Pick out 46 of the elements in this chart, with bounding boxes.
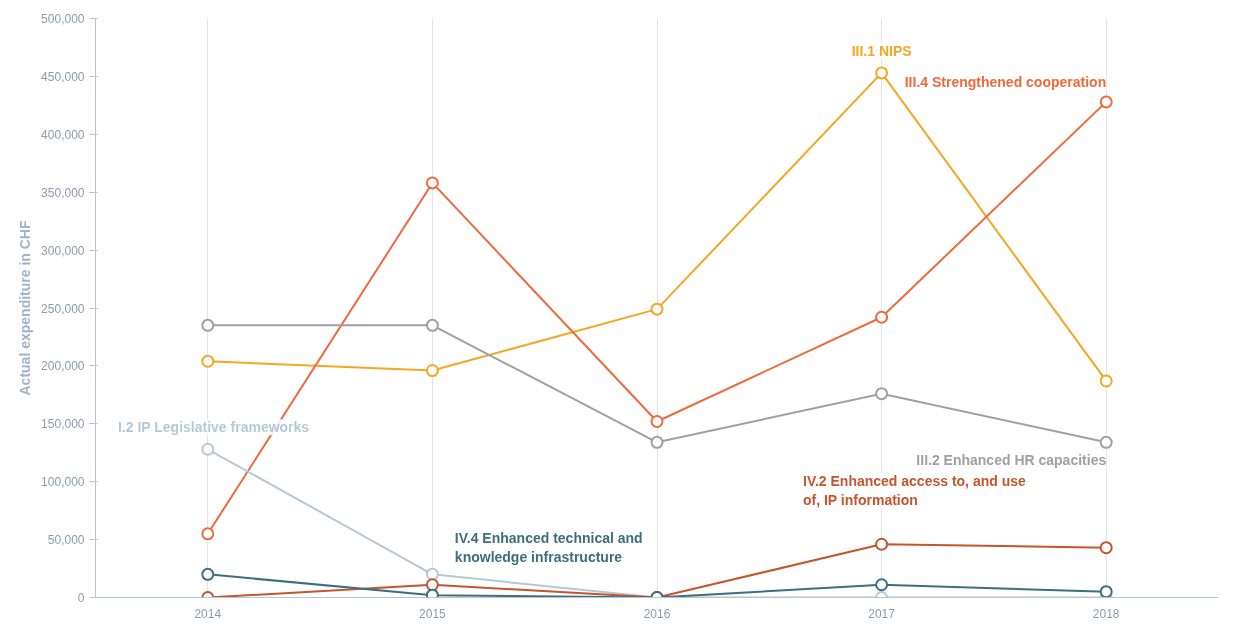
point <box>875 387 889 401</box>
x-tick-label: 2015 <box>419 606 447 621</box>
series-label: III.4 Strengthened cooperation <box>904 73 1107 90</box>
point <box>1099 95 1113 109</box>
point <box>875 66 889 80</box>
y-tick-label: 350,000 <box>41 185 85 200</box>
x-tick-label: 2018 <box>1092 606 1120 621</box>
point <box>425 176 439 190</box>
y-tick-label: 250,000 <box>41 301 85 316</box>
point <box>201 318 215 332</box>
point <box>650 414 664 428</box>
series-label: I.2 IP Legislative frameworks <box>117 419 310 436</box>
point <box>201 354 215 368</box>
point <box>425 318 439 332</box>
y-tick-label: 200,000 <box>41 359 85 374</box>
point <box>425 578 439 592</box>
x-tick-label: 2017 <box>868 606 896 621</box>
point <box>201 527 215 541</box>
y-axis-title: Actual expenditure in CHF <box>17 220 34 396</box>
y-tick-label: 400,000 <box>41 127 85 142</box>
x-tick-label: 2016 <box>643 606 671 621</box>
y-tick-label: 50,000 <box>47 533 85 548</box>
point <box>425 588 439 598</box>
point <box>650 435 664 449</box>
y-tick-label: 500,000 <box>41 12 85 26</box>
series-label: III.1 NIPS <box>851 42 912 59</box>
point <box>1099 374 1113 388</box>
point <box>1099 435 1113 449</box>
x-tick-label: 2014 <box>194 606 222 621</box>
y-tick-label: 300,000 <box>41 243 85 258</box>
y-tick-label: 0 <box>77 591 85 605</box>
point <box>1099 541 1113 555</box>
y-tick-label: 450,000 <box>41 69 85 84</box>
point <box>875 537 889 551</box>
point <box>875 310 889 324</box>
point <box>650 302 664 316</box>
text: IV.4 Enhanced technical and knowledge infrastructure <box>454 529 643 566</box>
y-tick-label: 150,000 <box>41 417 85 432</box>
y-tick-label: 100,000 <box>41 475 85 490</box>
point <box>201 567 215 581</box>
text: IV.2 Enhanced access to, and use of, IP information <box>802 473 1027 509</box>
series-label: III.2 Enhanced HR capacities <box>916 452 1107 469</box>
point <box>201 442 215 456</box>
point <box>425 364 439 378</box>
point <box>425 567 439 581</box>
point <box>875 578 889 592</box>
